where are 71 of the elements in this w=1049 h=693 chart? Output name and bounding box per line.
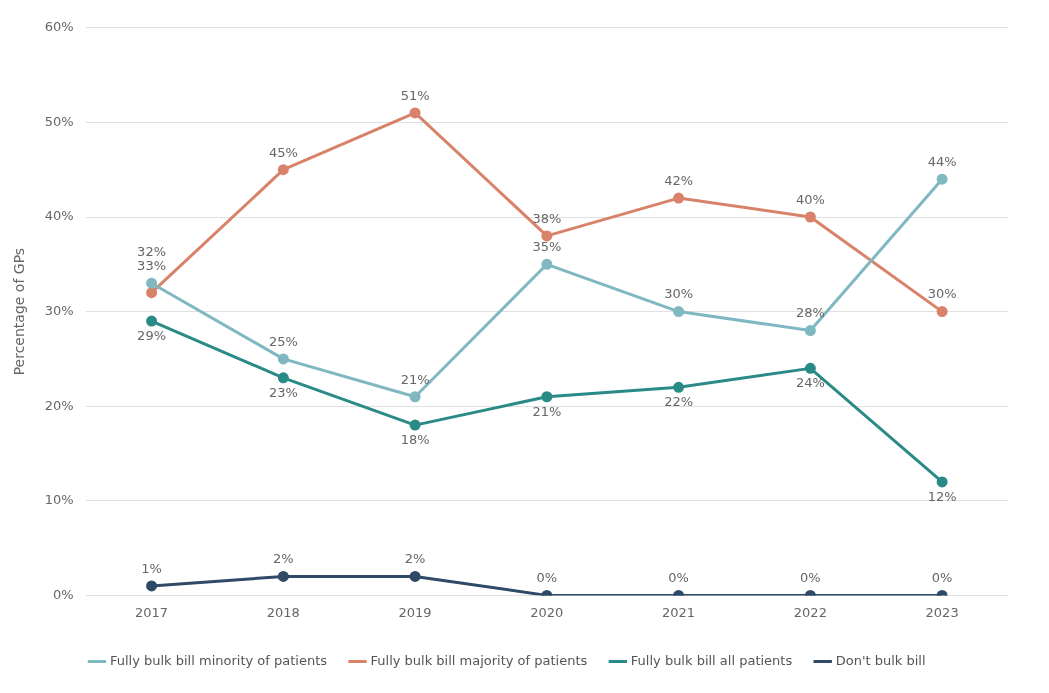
legend-label: Fully bulk bill all patients [630,652,793,668]
point [541,391,553,403]
data-label: 0% [668,570,689,586]
data-label: 1% [141,560,162,576]
point [409,107,421,119]
data-label: 33% [137,258,167,274]
point [277,164,289,176]
x-tick-label: 2017 [135,604,169,620]
data-label: 23% [268,384,298,400]
data-label: 21% [532,403,562,419]
data-label: 38% [532,210,562,226]
point [936,173,948,185]
data-label: 22% [664,394,694,410]
point [541,258,553,270]
legend-label: Fully bulk bill minority of patients [109,652,328,668]
y-tick-label: 30% [44,302,74,318]
data-label: 2% [404,551,426,567]
point [936,306,948,318]
point [146,315,158,327]
point [673,306,685,318]
data-label: 18% [400,431,430,447]
data-label: 30% [664,286,694,302]
data-label: 0% [800,570,821,586]
data-label: 32% [137,244,167,260]
point [409,419,421,431]
data-label: 51% [400,87,430,103]
data-label: 28% [795,305,825,321]
data-label: 30% [927,286,957,302]
point [277,570,289,582]
x-tick-label: 2018 [266,604,300,620]
y-tick-label: 50% [44,113,74,129]
legend-label: Don't bulk bill [835,652,926,668]
legend-label: Fully bulk bill majority of patients [370,652,588,668]
x-tick-label: 2019 [398,604,432,620]
point [409,570,421,582]
point [804,211,816,223]
x-tick-label: 2021 [662,604,696,620]
y-tick-label: 60% [44,19,74,35]
data-label: 44% [927,154,957,170]
x-tick-label: 2022 [793,604,827,620]
point [804,325,816,337]
data-label: 25% [268,333,298,349]
data-label: 12% [927,488,957,504]
point [804,362,816,374]
data-label: 0% [931,570,953,586]
data-label: 35% [532,239,562,255]
point [673,381,685,393]
x-tick-label: 2023 [925,604,959,620]
y-tick-label: 20% [44,397,74,413]
point [936,476,948,488]
x-tick-label: 2020 [530,604,564,620]
y-tick-label: 40% [44,208,74,224]
y-tick-label: 10% [44,492,74,508]
point [541,230,553,242]
point [409,391,421,403]
y-axis-title: Percentage of GPs [11,247,28,376]
data-label: 45% [268,144,298,160]
data-label: 0% [536,570,558,586]
data-label: 42% [664,172,694,188]
point [146,580,158,592]
point [277,353,289,365]
data-label: 29% [137,327,167,343]
data-label: 40% [795,191,825,207]
point [277,372,289,384]
point [673,192,685,204]
data-label: 2% [273,551,294,567]
point [146,277,158,289]
data-label: 21% [400,371,430,387]
data-label: 24% [795,375,825,391]
y-tick-label: 0% [53,586,74,602]
point [146,287,158,299]
